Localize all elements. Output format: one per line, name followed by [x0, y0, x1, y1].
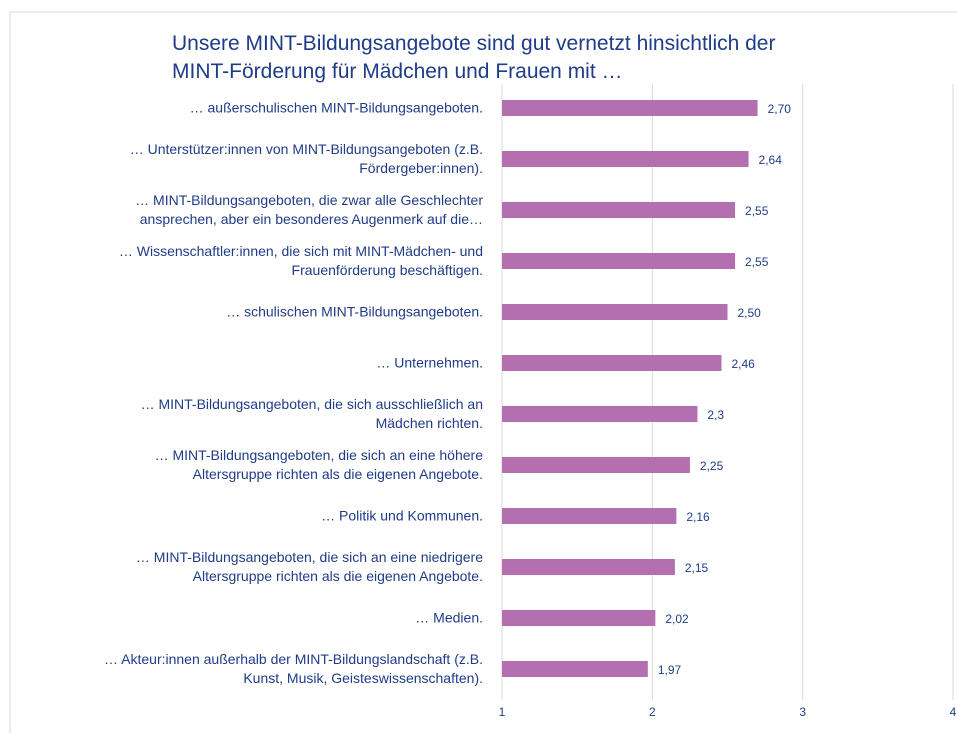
bar	[502, 508, 677, 524]
category-label: … Wissenschaftler:innen, die sich mit MI…	[118, 243, 483, 278]
category-label: … schulischen MINT-Bildungsangeboten.	[226, 303, 483, 320]
value-label: 2,70	[768, 102, 792, 116]
value-label: 2,02	[665, 612, 689, 626]
value-label: 2,25	[700, 459, 724, 473]
category-label: … Unterstützer:innen von MINT-Bildungsan…	[129, 141, 483, 176]
bar	[502, 559, 675, 575]
value-label: 2,15	[685, 561, 709, 575]
value-label: 2,3	[707, 408, 724, 422]
category-label: … Akteur:innen außerhalb der MINT-Bildun…	[104, 651, 483, 686]
category-label: … Politik und Kommunen.	[321, 507, 483, 524]
bar	[502, 610, 656, 626]
category-label: … MINT-Bildungsangeboten, die zwar alle …	[135, 192, 483, 227]
frame	[9, 11, 957, 733]
bar	[502, 661, 648, 677]
bar	[502, 100, 758, 116]
bar	[502, 406, 698, 422]
x-tick-label: 3	[799, 705, 806, 719]
bar	[502, 202, 736, 218]
bar	[502, 304, 728, 320]
bar	[502, 151, 749, 167]
category-label: … außerschulischen MINT-Bildungsangebote…	[189, 99, 483, 116]
chart-title: Unsere MINT-Bildungsangebote sind gut ve…	[172, 32, 776, 83]
x-tick-label: 2	[649, 705, 656, 719]
value-label: 2,55	[745, 204, 769, 218]
value-label: 2,46	[731, 357, 755, 371]
category-label: … MINT-Bildungsangeboten, die sich an ei…	[135, 549, 483, 584]
category-label: … Unternehmen.	[376, 354, 483, 371]
bar	[502, 457, 690, 473]
category-label: … Medien.	[415, 609, 483, 626]
x-tick-label: 4	[950, 705, 957, 719]
category-label: … MINT-Bildungsangeboten, die sich aussc…	[140, 396, 483, 431]
value-label: 2,64	[759, 153, 783, 167]
category-label: … MINT-Bildungsangeboten, die sich an ei…	[154, 447, 483, 482]
value-label: 2,55	[745, 255, 769, 269]
x-tick-label: 1	[499, 705, 506, 719]
bar	[502, 355, 722, 371]
value-label: 2,50	[738, 306, 762, 320]
value-label: 1,97	[658, 663, 682, 677]
bar	[502, 253, 736, 269]
value-label: 2,16	[686, 510, 710, 524]
